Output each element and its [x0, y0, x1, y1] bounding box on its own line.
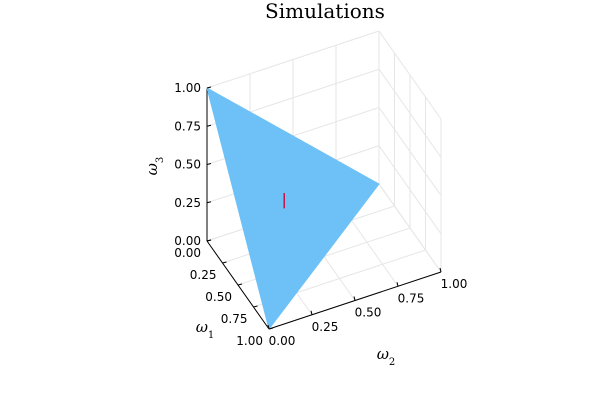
x-axis-label-base: ω [196, 318, 208, 336]
x-tick-mark [222, 261, 227, 264]
x-tick-label: 0.00 [174, 246, 201, 260]
x-axis-label-subscript: 1 [208, 330, 214, 341]
grid-line [378, 68, 442, 158]
y-tick-mark [439, 267, 442, 273]
x-tick-mark [206, 239, 212, 242]
x-tick-mark [237, 283, 243, 286]
grid-line [378, 183, 442, 273]
y-axis-label-subscript: 2 [389, 357, 395, 368]
z-tick-mark [206, 163, 212, 165]
y-tick-label: 0.50 [355, 306, 382, 320]
x-tick-label: 0.25 [190, 268, 217, 282]
y-tick-label: 0.25 [312, 320, 339, 334]
z-tick-label: 1.00 [174, 81, 201, 95]
y-tick-mark [396, 282, 399, 287]
z-tick-mark [206, 86, 212, 89]
chart-title: Simulations [265, 0, 385, 23]
grid-line [378, 30, 442, 120]
x-tick-label: 0.50 [205, 290, 232, 304]
y-tick-label: 0.75 [398, 291, 425, 305]
x-tick-label: 1.00 [236, 334, 263, 348]
y-tick-mark [310, 310, 313, 315]
y-tick-mark [353, 296, 356, 301]
z-tick-mark [206, 201, 212, 204]
x-axis-label: ω1 [196, 318, 215, 341]
simplex-surface [206, 87, 380, 330]
z-tick-label: 0.75 [174, 119, 201, 133]
z-tick-label: 0.25 [174, 196, 201, 210]
z-tick-label: 0.50 [174, 158, 201, 172]
x-tick-mark [253, 305, 258, 308]
y-axis-label: ω2 [377, 345, 396, 368]
z-axis-label-subscript: 3 [155, 157, 166, 163]
x-tick-label: 0.75 [221, 312, 248, 326]
grid-line [378, 107, 442, 196]
x-tick-mark [268, 327, 274, 330]
y-tick-label: 1.00 [441, 277, 468, 291]
grid-line [206, 30, 380, 89]
y-tick-mark [267, 324, 270, 330]
y-tick-label: 0.00 [269, 334, 296, 348]
series [206, 87, 380, 330]
y-axis-label-base: ω [377, 345, 389, 363]
z-tick-label: 0.00 [174, 234, 201, 248]
z-tick-mark [206, 124, 212, 127]
z-axis-label-base: ω [143, 163, 161, 175]
tick-labels: 0.00 0.25 0.50 0.75 1.00 0.00 0.25 0.50 0.75 1.00… [174, 81, 467, 348]
z-axis-label: ω3 [143, 157, 166, 176]
